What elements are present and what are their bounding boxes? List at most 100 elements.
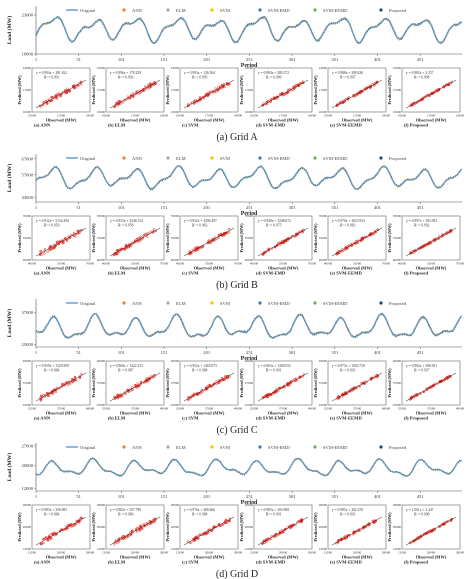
x-tick-label: 301	[289, 494, 297, 499]
scatter-y-tick: 17000	[245, 88, 254, 92]
scatter-y-tick: 20000	[319, 525, 328, 529]
scatter-y-tick: 40000	[393, 258, 402, 262]
scatter-point	[145, 232, 148, 236]
scatter-y-tick: 10000	[171, 110, 180, 114]
regression-equation: y = 0.970x + 2023.933	[332, 219, 365, 223]
line-series	[35, 15, 463, 45]
scatter-point	[132, 241, 136, 244]
scatter-y-tick: 24000	[319, 66, 328, 70]
legend-label-original: Original	[80, 445, 96, 450]
scatter-x-label: Observed (MW)	[416, 118, 447, 123]
scatter-point	[357, 384, 360, 388]
scatter-y-tick: 37000	[319, 381, 328, 385]
y-tick-label: 20000	[22, 463, 34, 468]
y-tick-label: 37000	[22, 310, 34, 315]
legend-swatch-svm-eemd	[313, 301, 317, 305]
scatter-x-label: Observed (MW)	[120, 266, 151, 271]
series-ann	[35, 15, 462, 45]
y-tick-label: 57000	[22, 172, 34, 177]
fit-line	[257, 516, 309, 546]
scatter-point	[42, 101, 45, 104]
scatter-x-tick: 37000	[353, 407, 362, 411]
scatter-point	[122, 101, 125, 104]
scatter-point	[42, 541, 45, 545]
scatter-point	[226, 376, 229, 380]
line-series	[35, 312, 463, 340]
x-tick-label: 451	[417, 57, 425, 62]
scatter-point	[282, 529, 285, 532]
legend-swatch-elm	[166, 156, 170, 160]
y-tick-label: 67000	[22, 156, 34, 161]
x-tick-label: 51	[76, 205, 81, 210]
scatter-point	[64, 381, 68, 385]
scatter-point	[150, 376, 154, 379]
scatter-point	[116, 394, 119, 397]
scatter-point	[66, 524, 69, 527]
legend-swatch-svm-emd	[258, 8, 262, 12]
legend-swatch-elm	[166, 8, 170, 12]
series-svm	[35, 312, 462, 339]
scatter-point	[46, 392, 49, 395]
fit-line	[183, 227, 235, 257]
scatter-x-label: Observed (MW)	[268, 266, 299, 271]
x-tick-label: 401	[374, 350, 382, 355]
scatter-point	[221, 84, 225, 88]
scatter-point	[214, 238, 217, 241]
model-label: (c) SVM	[182, 416, 199, 421]
scatter-point	[369, 377, 373, 381]
scatter-point	[41, 538, 45, 541]
legend-swatch-ann	[122, 156, 126, 160]
scatter-x-tick: 49000	[382, 407, 391, 411]
scatter-point	[139, 381, 143, 384]
scatter-point	[217, 89, 220, 92]
scatter-x-tick: 20000	[279, 551, 288, 555]
scatter-x-tick: 40000	[102, 262, 111, 266]
scatter-point	[133, 239, 137, 242]
scatter-point	[271, 393, 274, 396]
scatter-y-label: Predicted (MW)	[387, 223, 392, 253]
legend-label-elm: ELM	[176, 8, 186, 13]
model-label: (d) SVM-EMD	[256, 271, 286, 276]
series-svm	[35, 457, 462, 477]
series-elm	[35, 312, 462, 339]
scatter-y-tick: 40000	[171, 258, 180, 262]
scatter-point	[357, 91, 361, 95]
scatter-point	[343, 536, 346, 540]
scatter-x-label: Observed (MW)	[268, 411, 299, 416]
scatter-x-tick: 17000	[131, 114, 140, 118]
r-squared: R² = 0.995	[192, 76, 208, 80]
x-tick-label: 151	[161, 57, 169, 62]
scatter-point	[78, 376, 82, 380]
fit-line	[257, 227, 309, 257]
scatter-point	[353, 94, 356, 97]
scatter-point	[139, 524, 143, 527]
r-squared: R² = 0.991	[266, 513, 282, 517]
scatter-point	[112, 254, 116, 257]
scatter-x-tick: 25000	[102, 407, 111, 411]
scatter-y-label: Predicted (MW)	[239, 512, 244, 542]
scatter-x-label: Observed (MW)	[416, 555, 447, 560]
scatter-x-label: Observed (MW)	[46, 118, 77, 123]
scatter-y-tick: 12000	[171, 547, 180, 551]
scatter-y-tick: 17000	[319, 88, 328, 92]
scatter-x-tick: 24000	[234, 114, 243, 118]
legend-swatch-svm-emd	[258, 445, 262, 449]
scatter-x-tick: 70000	[234, 262, 243, 266]
regression-equation: y = 0.932x + 4296.497	[184, 219, 217, 223]
scatter-x-tick: 25000	[398, 407, 407, 411]
scatter-y-label: Predicted (MW)	[313, 512, 318, 542]
period-label: Period	[241, 356, 258, 362]
series-proposed	[35, 457, 462, 477]
scatter-point	[338, 101, 342, 104]
x-tick-label: 151	[161, 494, 169, 499]
regression-equation: y = 0.996x + 178.259	[110, 71, 141, 75]
scatter-y-tick: 40000	[245, 258, 254, 262]
scatter-point	[228, 227, 231, 231]
scatter-y-tick: 20000	[171, 525, 180, 529]
legend-swatch-svm-emd	[258, 156, 262, 160]
x-tick-label: 101	[118, 494, 126, 499]
